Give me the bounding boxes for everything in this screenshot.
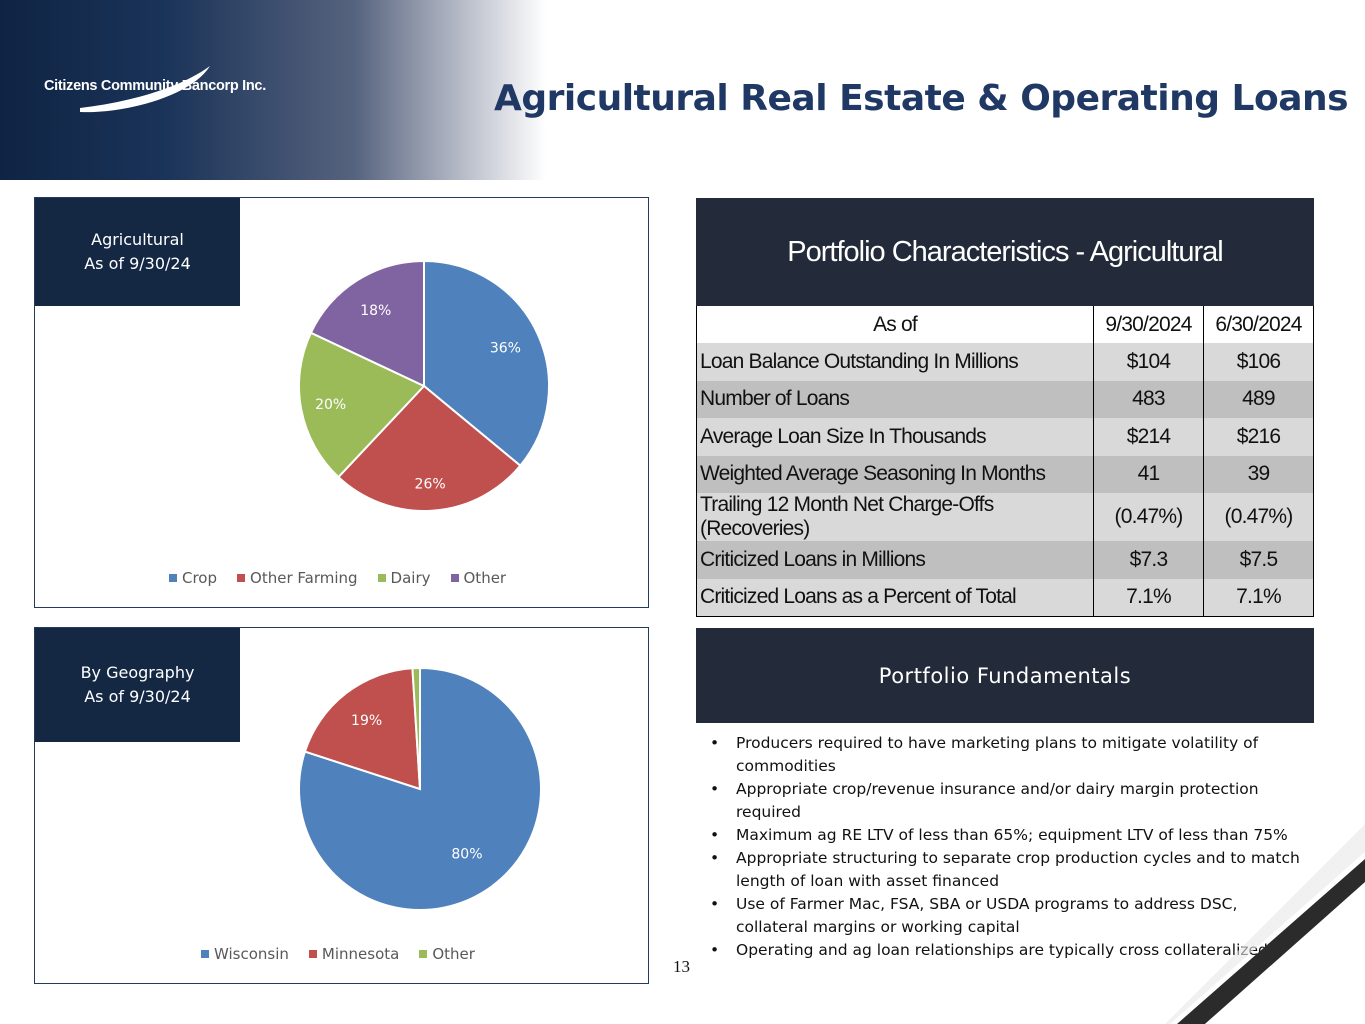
legend-swatch bbox=[450, 574, 459, 582]
ag-chart-panel: Agricultural As of 9/30/24 36% 26% 20% 18% … bbox=[34, 197, 649, 608]
pie-slice-other bbox=[309, 259, 425, 388]
row-col2: 489 bbox=[1203, 380, 1314, 418]
legend-item: Dairy bbox=[377, 569, 431, 587]
row-col1: (0.47%) bbox=[1093, 493, 1204, 541]
legend-item: Wisconsin bbox=[201, 945, 289, 963]
legend-label: Crop bbox=[182, 569, 218, 587]
table-row: Average Loan Size In Thousands $214 $216 bbox=[696, 418, 1314, 456]
logo-swoosh-icon bbox=[80, 66, 210, 113]
row-label: Trailing 12 Month Net Charge-Offs (Recov… bbox=[696, 493, 1094, 541]
pie-data-label: 80% bbox=[451, 847, 482, 863]
row-col1: 483 bbox=[1093, 380, 1204, 418]
legend-swatch bbox=[237, 574, 246, 582]
legend-label: Other bbox=[432, 945, 475, 963]
pie-slice-dairy bbox=[298, 331, 426, 479]
row-label: Number of Loans bbox=[696, 380, 1094, 418]
legend-label: Dairy bbox=[390, 569, 431, 587]
row-col1: 41 bbox=[1093, 455, 1204, 493]
legend-swatch bbox=[169, 574, 177, 582]
row-col2: $106 bbox=[1203, 343, 1314, 381]
list-item: Use of Farmer Mac, FSA, SBA or USDA prog… bbox=[706, 893, 1306, 939]
legend-item: Other bbox=[419, 945, 475, 963]
legend-label: Other bbox=[463, 569, 507, 587]
table-row: Criticized Loans in Millions $7.3 $7.5 bbox=[696, 541, 1314, 579]
portfolio-table-title: Portfolio Characteristics - Agricultural bbox=[696, 198, 1314, 306]
ag-panel-label: Agricultural As of 9/30/24 bbox=[35, 198, 240, 306]
legend-label: Minnesota bbox=[321, 945, 400, 963]
list-item: Appropriate structuring to separate crop… bbox=[706, 847, 1306, 893]
geo-panel-label: By Geography As of 9/30/24 bbox=[35, 628, 240, 742]
row-col1: 7.1% bbox=[1093, 578, 1204, 617]
geo-chart-panel: By Geography As of 9/30/24 80% 19% 1% Wisc… bbox=[34, 627, 649, 984]
list-item: Operating and ag loan relationships are … bbox=[706, 939, 1306, 962]
fundamentals-title: Portfolio Fundamentals bbox=[696, 628, 1314, 723]
pie-slice-minnesota bbox=[303, 667, 422, 791]
geo-pie-chart: 80% 19% 1% bbox=[298, 647, 542, 911]
list-item: Appropriate crop/revenue insurance and/o… bbox=[706, 778, 1306, 824]
legend-item: Other Farming bbox=[237, 569, 358, 587]
row-label: Average Loan Size In Thousands bbox=[696, 418, 1094, 456]
legend-item: Crop bbox=[169, 569, 217, 587]
list-item: Maximum ag RE LTV of less than 65%; equi… bbox=[706, 824, 1306, 847]
pie-data-label: 19% bbox=[351, 713, 382, 729]
pie-data-label: 1% bbox=[405, 647, 427, 663]
table-row: Criticized Loans as a Percent of Total 7… bbox=[696, 578, 1314, 617]
pie-data-label: 26% bbox=[415, 476, 446, 492]
ag-pie-chart: 36% 26% 20% 18% bbox=[298, 259, 550, 512]
pie-data-label: 18% bbox=[360, 303, 391, 319]
table-row: Weighted Average Seasoning In Months 41 … bbox=[696, 455, 1314, 493]
table-row: Trailing 12 Month Net Charge-Offs (Recov… bbox=[696, 493, 1314, 541]
row-col2: 39 bbox=[1203, 455, 1314, 493]
row-label: Criticized Loans as a Percent of Total bbox=[696, 578, 1094, 617]
corner-decoration bbox=[1165, 824, 1365, 1024]
page-number: 13 bbox=[673, 957, 690, 976]
pie-slice-crop bbox=[423, 259, 550, 468]
row-col2: 7.1% bbox=[1203, 578, 1314, 617]
fundamentals-list: Producers required to have marketing pla… bbox=[706, 732, 1306, 962]
pie-data-label: 36% bbox=[490, 341, 521, 357]
legend-label: Wisconsin bbox=[214, 945, 289, 963]
table-row: Number of Loans 483 489 bbox=[696, 380, 1314, 418]
row-label: Weighted Average Seasoning In Months bbox=[696, 455, 1094, 493]
table-header-row: As of 9/30/2024 6/30/2024 bbox=[696, 306, 1314, 343]
table-row: Loan Balance Outstanding In Millions $10… bbox=[696, 343, 1314, 381]
pie-slice-other-farming bbox=[337, 384, 522, 512]
header-as-of: As of bbox=[696, 306, 1094, 343]
row-col1: $214 bbox=[1093, 418, 1204, 456]
row-col2: $216 bbox=[1203, 418, 1314, 456]
legend-swatch bbox=[419, 950, 428, 958]
portfolio-table: As of 9/30/2024 6/30/2024 Loan Balance O… bbox=[696, 306, 1314, 617]
row-label: Criticized Loans in Millions bbox=[696, 541, 1094, 579]
geo-panel-label-line1: By Geography bbox=[80, 663, 195, 682]
legend-item: Minnesota bbox=[308, 945, 400, 963]
legend-swatch bbox=[308, 950, 317, 958]
legend-swatch bbox=[201, 950, 209, 958]
row-col1: $104 bbox=[1093, 343, 1204, 381]
header-band bbox=[0, 0, 1365, 180]
row-col2: (0.47%) bbox=[1203, 493, 1314, 541]
legend-swatch bbox=[377, 574, 386, 582]
pie-data-label: 20% bbox=[315, 397, 346, 413]
geo-panel-label-line2: As of 9/30/24 bbox=[84, 687, 191, 706]
header-col1: 9/30/2024 bbox=[1093, 306, 1204, 343]
row-col2: $7.5 bbox=[1203, 541, 1314, 579]
row-label: Loan Balance Outstanding In Millions bbox=[696, 343, 1094, 381]
list-item: Producers required to have marketing pla… bbox=[706, 732, 1306, 778]
legend-item: Other bbox=[450, 569, 507, 587]
geo-chart-legend: Wisconsin Minnesota Other bbox=[201, 945, 475, 963]
row-col1: $7.3 bbox=[1093, 541, 1204, 579]
pie-slice-other bbox=[411, 666, 421, 790]
logo-text: Citizens Community Bancorp Inc. bbox=[44, 78, 266, 94]
ag-panel-label-line2: As of 9/30/24 bbox=[84, 254, 191, 273]
header-col2: 6/30/2024 bbox=[1203, 306, 1314, 343]
page-title: Agricultural Real Estate & Operating Loa… bbox=[494, 78, 1349, 119]
legend-label: Other Farming bbox=[250, 569, 358, 587]
ag-panel-label-line1: Agricultural bbox=[91, 230, 184, 249]
ag-chart-legend: Crop Other Farming Dairy Other bbox=[169, 569, 506, 587]
